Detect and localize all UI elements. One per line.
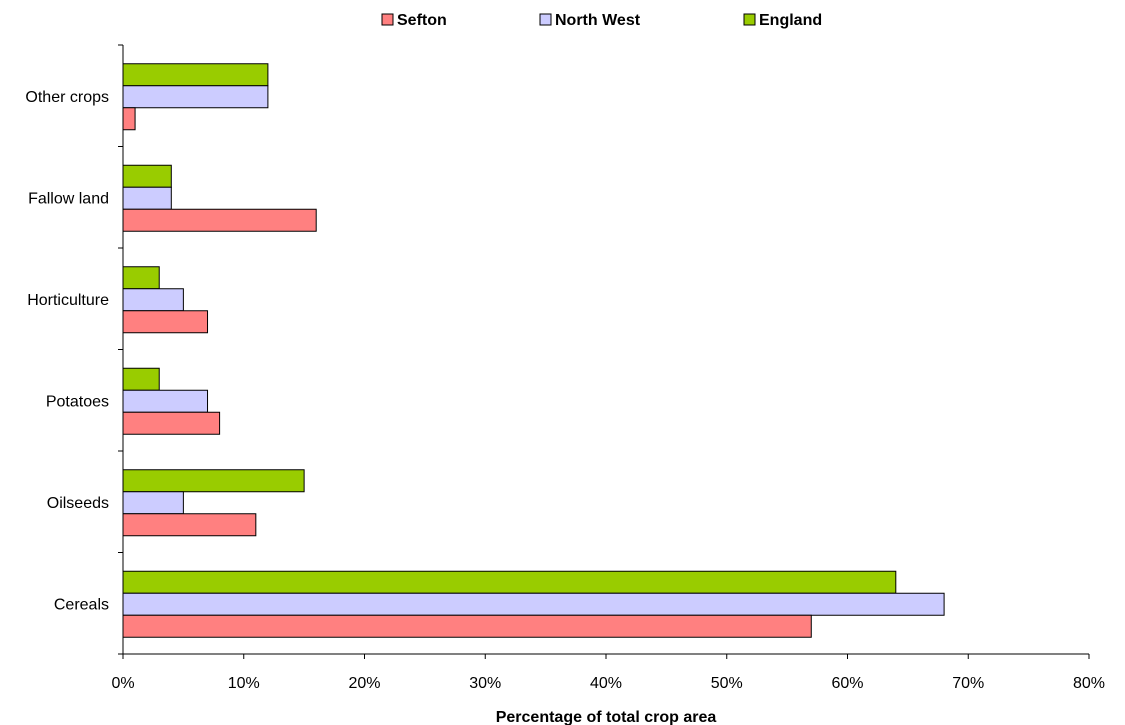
bar-england-oilseeds bbox=[122, 469, 305, 493]
bar-north-west-other-crops bbox=[122, 85, 269, 109]
x-tick-label: 80% bbox=[1073, 675, 1105, 692]
axes: Cereals Oilseeds Potatoes Horticulture Fallo… bbox=[25, 44, 1105, 692]
y-tick-label: Fallow land bbox=[28, 190, 109, 207]
x-tick-label: 50% bbox=[711, 675, 743, 692]
bar-sefton-oilseeds bbox=[122, 513, 257, 537]
y-tick-label: Cereals bbox=[54, 596, 109, 613]
bar-england-other-crops bbox=[122, 63, 269, 87]
bar-north-west-fallow-land bbox=[122, 186, 172, 210]
legend-swatch-sefton bbox=[381, 13, 394, 26]
bar-england-cereals bbox=[122, 570, 897, 594]
bar-sefton-fallow-land bbox=[122, 208, 317, 232]
legend: Sefton North West England bbox=[381, 12, 822, 29]
x-axis-title: Percentage of total crop area bbox=[496, 709, 717, 725]
y-tick-label: Other crops bbox=[25, 89, 109, 106]
x-tick-label: 0% bbox=[111, 675, 134, 692]
bar-england-horticulture bbox=[122, 266, 160, 290]
legend-label-north-west: North West bbox=[555, 12, 641, 29]
bar-sefton-cereals bbox=[122, 614, 812, 638]
bar-sefton-potatoes bbox=[122, 411, 221, 435]
legend-swatch-england bbox=[743, 13, 756, 26]
y-tick-label: Horticulture bbox=[27, 292, 109, 309]
bar-north-west-cereals bbox=[122, 592, 945, 616]
legend-label-england: England bbox=[759, 12, 822, 29]
legend-label-sefton: Sefton bbox=[397, 12, 447, 29]
x-tick-label: 30% bbox=[469, 675, 501, 692]
bar-north-west-oilseeds bbox=[122, 491, 184, 515]
y-tick-label: Potatoes bbox=[46, 393, 109, 410]
bars bbox=[122, 63, 945, 638]
y-tick-label: Oilseeds bbox=[47, 495, 109, 512]
x-tick-label: 10% bbox=[228, 675, 260, 692]
legend-swatch-north-west bbox=[539, 13, 552, 26]
x-tick-label: 60% bbox=[831, 675, 863, 692]
x-tick-label: 20% bbox=[348, 675, 380, 692]
bar-north-west-horticulture bbox=[122, 288, 184, 312]
x-tick-label: 40% bbox=[590, 675, 622, 692]
bar-england-potatoes bbox=[122, 367, 160, 391]
x-tick-label: 70% bbox=[952, 675, 984, 692]
bar-england-fallow-land bbox=[122, 164, 172, 188]
bar-north-west-potatoes bbox=[122, 389, 209, 413]
bar-sefton-other-crops bbox=[122, 107, 136, 131]
bar-sefton-horticulture bbox=[122, 310, 209, 334]
